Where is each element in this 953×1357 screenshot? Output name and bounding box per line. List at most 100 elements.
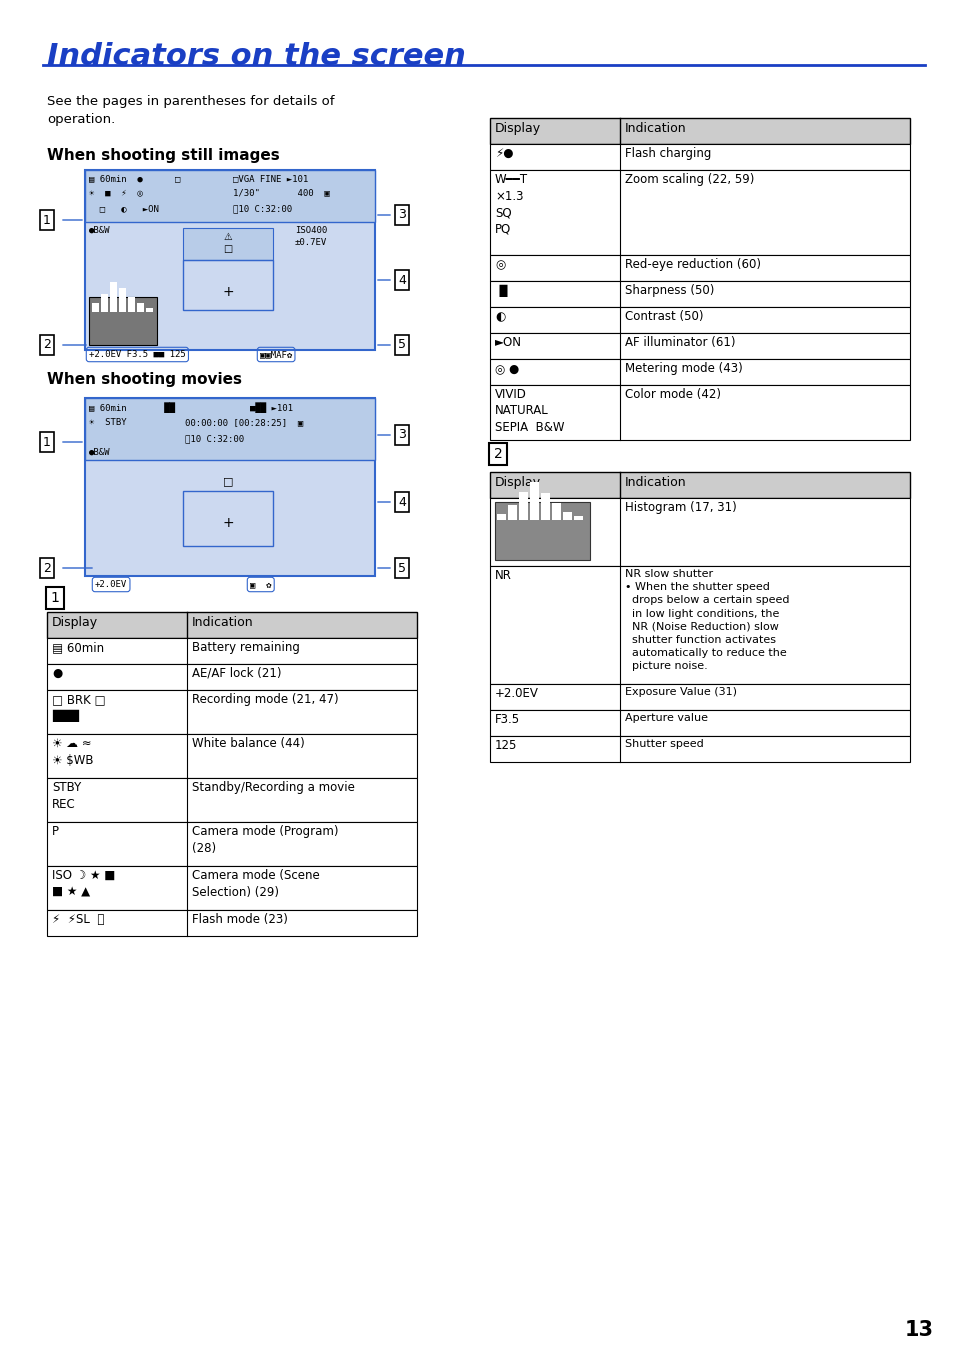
- Bar: [490, 385, 909, 440]
- Text: 125: 125: [495, 740, 517, 752]
- Text: 00:00:00 [00:28:25]  ▣: 00:00:00 [00:28:25] ▣: [185, 418, 303, 427]
- Text: Display: Display: [52, 616, 98, 630]
- Bar: [183, 228, 273, 261]
- Text: 2: 2: [43, 562, 51, 574]
- Bar: [507, 505, 517, 520]
- Bar: [183, 491, 273, 546]
- Text: ISO ☽ ★ ■
■ ★ ▲: ISO ☽ ★ ■ ■ ★ ▲: [52, 868, 115, 898]
- Text: Flash charging: Flash charging: [624, 147, 711, 160]
- Bar: [574, 516, 582, 520]
- Text: Camera mode (Scene
Selection) (29): Camera mode (Scene Selection) (29): [192, 868, 319, 898]
- Text: Shutter speed: Shutter speed: [624, 740, 703, 749]
- Bar: [47, 778, 416, 822]
- Text: +: +: [222, 516, 233, 531]
- Text: Indication: Indication: [624, 476, 686, 489]
- Text: ▐▌: ▐▌: [495, 284, 513, 297]
- Bar: [47, 911, 416, 936]
- Text: +2.0EV F3.5 ■■ 125: +2.0EV F3.5 ■■ 125: [89, 350, 186, 360]
- Text: See the pages in parentheses for details of
operation.: See the pages in parentheses for details…: [47, 95, 335, 126]
- Text: □   ◐   ►ON: □ ◐ ►ON: [89, 204, 159, 213]
- Bar: [495, 502, 589, 560]
- Text: ISO400: ISO400: [294, 227, 327, 235]
- Bar: [540, 494, 550, 520]
- Text: Indication: Indication: [624, 122, 686, 134]
- Text: 2: 2: [43, 338, 51, 351]
- Bar: [85, 398, 375, 575]
- Bar: [137, 303, 144, 312]
- Bar: [490, 281, 909, 307]
- Text: ●: ●: [52, 668, 62, 680]
- Text: +2.0EV: +2.0EV: [95, 579, 127, 589]
- Bar: [47, 638, 416, 664]
- Bar: [490, 255, 909, 281]
- Text: ±0.7EV: ±0.7EV: [294, 237, 327, 247]
- Bar: [552, 503, 560, 520]
- Bar: [530, 482, 538, 520]
- Bar: [47, 734, 416, 778]
- Text: 4: 4: [397, 274, 406, 286]
- Text: ☀  ■  ⚡  ◎: ☀ ■ ⚡ ◎: [89, 189, 143, 197]
- Bar: [490, 735, 909, 763]
- Text: ●B&W: ●B&W: [89, 448, 111, 457]
- Bar: [490, 307, 909, 332]
- Bar: [562, 513, 572, 520]
- Text: Contrast (50): Contrast (50): [624, 309, 702, 323]
- Bar: [85, 170, 375, 350]
- Text: AF illuminator (61): AF illuminator (61): [624, 337, 735, 349]
- Text: Battery remaining: Battery remaining: [192, 641, 299, 654]
- Text: ◎: ◎: [495, 258, 505, 271]
- Bar: [490, 472, 909, 498]
- Bar: [47, 689, 416, 734]
- Bar: [490, 710, 909, 735]
- Text: □VGA FINE ►101: □VGA FINE ►101: [233, 174, 308, 183]
- Text: ▤ 60min  ●      □: ▤ 60min ● □: [89, 174, 180, 183]
- Text: ◐: ◐: [495, 309, 505, 323]
- Text: ◎ ●: ◎ ●: [495, 362, 518, 375]
- Bar: [47, 664, 416, 689]
- Text: Aperture value: Aperture value: [624, 712, 707, 723]
- Text: +2.0EV: +2.0EV: [495, 687, 538, 700]
- Text: ㏜10 C:32:00: ㏜10 C:32:00: [233, 204, 292, 213]
- Text: W━━T
×1.3
SQ
PQ: W━━T ×1.3 SQ PQ: [495, 172, 528, 236]
- Text: ▣▣MAF✿: ▣▣MAF✿: [260, 350, 292, 360]
- Text: ⚠
□: ⚠ □: [223, 232, 233, 254]
- Text: ☀  STBY: ☀ STBY: [89, 418, 127, 427]
- Text: Camera mode (Program)
(28): Camera mode (Program) (28): [192, 825, 338, 855]
- Text: When shooting still images: When shooting still images: [47, 148, 279, 163]
- Text: AE/AF lock (21): AE/AF lock (21): [192, 668, 281, 680]
- Text: ☀ ☁ ≈
☀ $WB: ☀ ☁ ≈ ☀ $WB: [52, 737, 93, 767]
- Text: P: P: [52, 825, 59, 839]
- Text: NR: NR: [495, 569, 512, 582]
- Bar: [110, 282, 117, 312]
- Bar: [146, 308, 152, 312]
- Bar: [490, 332, 909, 360]
- Text: ⚡●: ⚡●: [495, 147, 513, 160]
- Text: ㏜10 C:32:00: ㏜10 C:32:00: [185, 434, 244, 442]
- Bar: [490, 360, 909, 385]
- Bar: [47, 866, 416, 911]
- Bar: [85, 398, 375, 460]
- Text: Metering mode (43): Metering mode (43): [624, 362, 742, 375]
- Bar: [490, 566, 909, 684]
- Bar: [497, 514, 505, 520]
- Bar: [101, 294, 108, 312]
- Text: Indicators on the screen: Indicators on the screen: [47, 42, 465, 71]
- Text: 5: 5: [397, 338, 406, 351]
- Text: STBY
REC: STBY REC: [52, 782, 81, 810]
- Text: F3.5: F3.5: [495, 712, 519, 726]
- Text: ●B&W: ●B&W: [89, 227, 111, 235]
- Text: □: □: [222, 476, 233, 486]
- Text: +: +: [222, 285, 233, 299]
- Text: Flash mode (23): Flash mode (23): [192, 913, 288, 925]
- Text: ▤ 60min: ▤ 60min: [52, 641, 104, 654]
- Text: Display: Display: [495, 122, 540, 134]
- Text: 1: 1: [51, 592, 59, 605]
- Text: 1: 1: [43, 436, 51, 449]
- Text: Recording mode (21, 47): Recording mode (21, 47): [192, 693, 338, 706]
- Bar: [490, 118, 909, 144]
- Text: 3: 3: [397, 209, 406, 221]
- Bar: [490, 498, 909, 566]
- Text: 5: 5: [397, 562, 406, 574]
- Text: Color mode (42): Color mode (42): [624, 388, 720, 402]
- Bar: [518, 491, 527, 520]
